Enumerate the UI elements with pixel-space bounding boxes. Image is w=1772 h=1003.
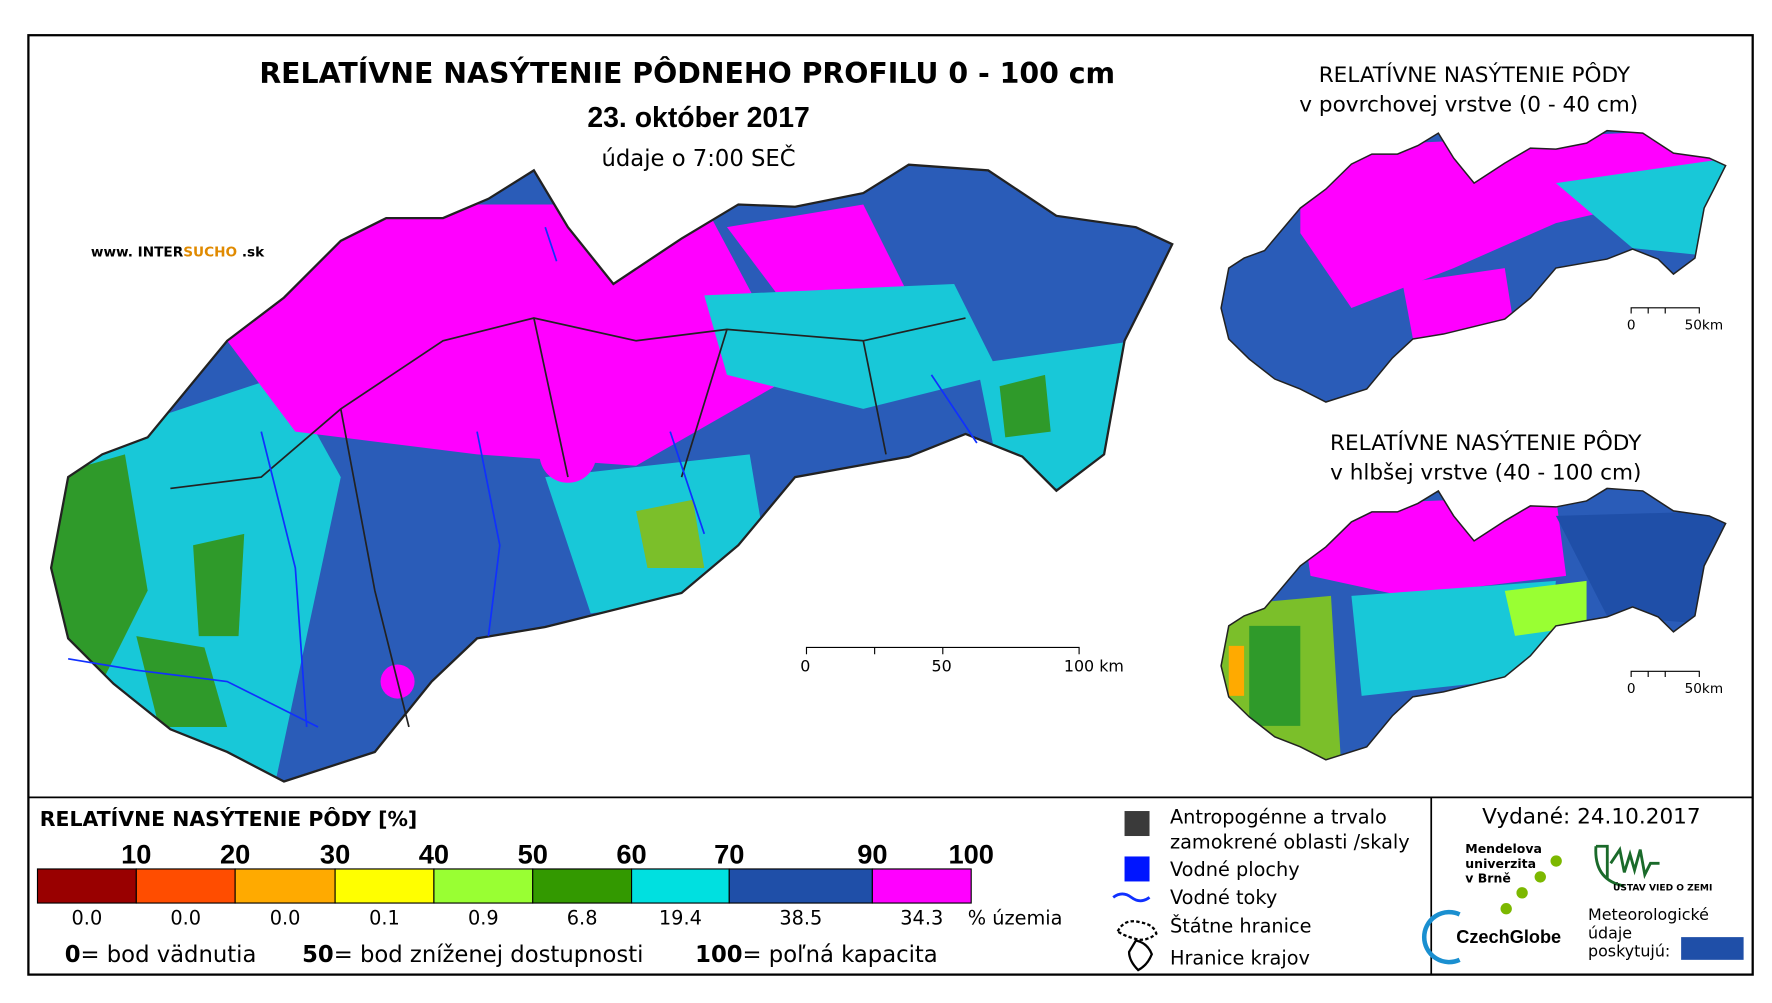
- inset-title: RELATÍVNE NASÝTENIE PÔDY: [1319, 62, 1631, 88]
- note-key: 0: [65, 942, 81, 968]
- note-text: = bod vädnutia: [81, 942, 257, 968]
- source-part: .sk: [237, 245, 265, 261]
- providers: Meteorologické: [1588, 905, 1709, 924]
- scale-label: 0: [800, 656, 810, 675]
- symbol-anthropogenic: [1124, 811, 1150, 837]
- legend-threshold: 30: [320, 838, 350, 869]
- legend-threshold: 90: [857, 838, 887, 869]
- legend-threshold: 60: [616, 838, 646, 869]
- map-legend-label: Antropogénne a trvalo: [1170, 806, 1387, 829]
- legend-threshold: 70: [714, 838, 744, 869]
- legend: 10 0.0 20 0.0 30 0.0 40 0.1 50 0.9 60 6.8 70 19.4 90 38…: [36, 838, 994, 930]
- shmu-mark: [1681, 937, 1744, 960]
- symbol-region: [1127, 939, 1154, 972]
- scale-label: 50km: [1685, 681, 1724, 697]
- legend-share: 0.9: [468, 907, 499, 930]
- legend-share: 0.0: [270, 907, 301, 930]
- inset-title: RELATÍVNE NASÝTENIE PÔDY: [1330, 430, 1642, 456]
- legend-swatch: [135, 868, 236, 904]
- legend-share: 34.3: [900, 907, 943, 930]
- map-title: RELATÍVNE NASÝTENIE PÔDNEHO PROFILU 0 - …: [259, 56, 1115, 90]
- legend-share: 0.0: [72, 907, 103, 930]
- legend-share: 19.4: [659, 907, 702, 930]
- legend-share: 0.0: [170, 907, 201, 930]
- issued: Vydané: 24.10.2017: [1482, 805, 1701, 830]
- legend-swatch: [234, 868, 336, 904]
- symbol-border: [1116, 920, 1158, 941]
- symbol-water: [1124, 856, 1150, 882]
- note-text: = poľná kapacita: [743, 942, 938, 968]
- university-logo: v Brně: [1465, 871, 1511, 886]
- note-text: = bod zníženej dostupnosti: [334, 942, 644, 968]
- legend-threshold: 100: [948, 838, 993, 869]
- scale-label: 0: [1627, 681, 1636, 697]
- map-date: 23. október 2017: [587, 102, 809, 134]
- providers: údaje: [1588, 923, 1632, 942]
- legend-swatch: [728, 868, 873, 904]
- scale-label: 50: [932, 656, 952, 675]
- university-logo: Mendelova: [1465, 841, 1542, 856]
- legend-swatch: [433, 868, 534, 904]
- legend-share: 38.5: [779, 907, 822, 930]
- scale-label: 0: [1627, 317, 1636, 333]
- legend-swatch: [871, 868, 972, 904]
- legend-threshold: 20: [220, 838, 250, 869]
- institute-logo: ÚSTAV VIED O ZEMI: [1613, 882, 1712, 894]
- legend-swatch: [630, 868, 730, 904]
- map-legend-label: Hranice krajov: [1170, 946, 1310, 969]
- inset-subtitle: v hlbšej vrstve (40 - 100 cm): [1330, 460, 1641, 485]
- source-logo: www. INTERSUCHO .sk: [91, 245, 265, 261]
- legend-swatch: [532, 868, 633, 904]
- university-logo: univerzita: [1465, 856, 1536, 871]
- institute-mark: [1594, 844, 1660, 888]
- legend-share: 0.1: [369, 907, 400, 930]
- scale-label: 100 km: [1064, 656, 1124, 675]
- czechglobe-arc: [1422, 909, 1461, 965]
- providers: poskytujú:: [1588, 941, 1670, 960]
- legend-swatch: [36, 868, 137, 904]
- map-legend-label: Vodné plochy: [1170, 858, 1300, 881]
- legend-title: RELATÍVNE NASÝTENIE PÔDY [%]: [40, 806, 418, 831]
- map-legend-label: Štátne hranice: [1170, 914, 1312, 938]
- map-subtitle: údaje o 7:00 SEČ: [602, 144, 796, 172]
- legend-notes: 0= bod vädnutia 50= bod zníženej dostupn…: [65, 942, 938, 968]
- source-part: SUCHO: [183, 245, 237, 261]
- legend-threshold: 10: [121, 838, 151, 869]
- legend-threshold: 40: [419, 838, 449, 869]
- scale-bar: [805, 307, 1700, 677]
- note-key: 50: [302, 942, 334, 968]
- map-legend-label: zamokrené oblasti /skaly: [1170, 831, 1410, 854]
- map-legend-label: Vodné toky: [1170, 886, 1277, 909]
- source-part: www. INTER: [91, 245, 184, 261]
- symbol-river: [1112, 892, 1151, 903]
- note-key: 100: [695, 942, 742, 968]
- czechglobe-logo: CzechGlobe: [1456, 927, 1561, 947]
- university-dots: [1500, 855, 1562, 915]
- legend-unit: % územia: [968, 907, 1063, 930]
- legend-share: 6.8: [567, 907, 598, 930]
- inset-subtitle: v povrchovej vrstve (0 - 40 cm): [1299, 92, 1638, 117]
- legend-threshold: 50: [518, 838, 548, 869]
- scale-label: 50km: [1685, 317, 1724, 333]
- legend-swatch: [334, 868, 435, 904]
